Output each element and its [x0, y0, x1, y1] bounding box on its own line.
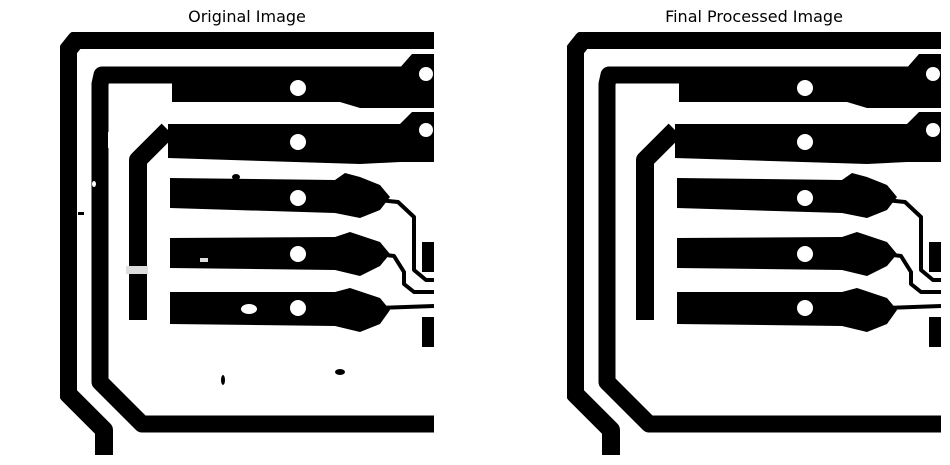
processed-image-panel [567, 32, 941, 455]
pad-bar-5 [170, 288, 390, 332]
drill-hole-3 [290, 190, 306, 206]
signal-trace-2 [377, 252, 434, 294]
pad-bar-1 [172, 54, 434, 108]
original-image [60, 32, 434, 455]
right-panel-title: Final Processed Image [665, 7, 843, 26]
drill-hole-1 [290, 80, 306, 96]
drill-hole-4 [290, 246, 306, 262]
inner-trace [91, 66, 434, 433]
drill-hole-7 [419, 123, 433, 137]
pcb-traces [60, 32, 434, 455]
pcb-traces-clean [567, 32, 941, 455]
drill-hole-2 [290, 134, 306, 150]
right-pad-block-1 [422, 242, 434, 272]
drill-hole-5 [290, 300, 306, 316]
right-pad-block-2 [422, 317, 434, 347]
processed-image [567, 32, 941, 455]
noise-specks [78, 132, 345, 385]
outer-trace [60, 32, 434, 455]
pad-bar-4 [170, 232, 390, 276]
drill-hole-6 [419, 67, 433, 81]
signal-trace-3 [377, 304, 434, 310]
signal-trace-1 [377, 198, 434, 282]
left-panel-title: Original Image [188, 7, 306, 26]
pad-bar-3 [170, 173, 390, 218]
diagonal-trace [129, 123, 175, 320]
original-image-panel [60, 32, 434, 455]
